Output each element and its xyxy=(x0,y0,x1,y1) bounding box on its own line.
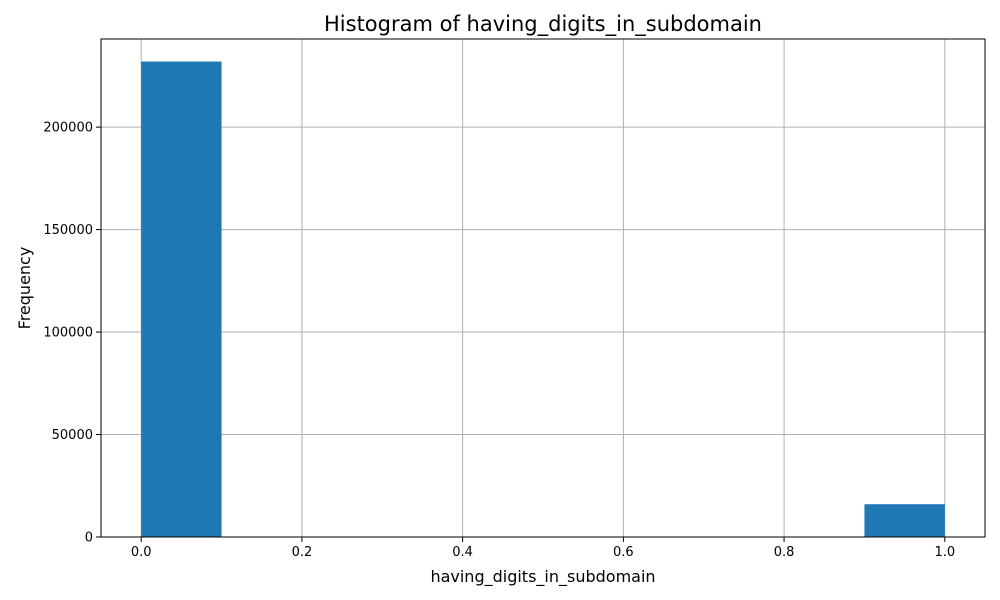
x-axis-label: having_digits_in_subdomain xyxy=(430,567,655,587)
x-tick-label: 1.0 xyxy=(934,545,955,560)
y-axis-label: Frequency xyxy=(15,247,34,330)
x-tick-label: 0.2 xyxy=(292,545,313,560)
histogram-bar xyxy=(864,504,945,537)
y-tick-label: 0 xyxy=(85,531,93,546)
histogram-bars xyxy=(141,61,945,537)
grid-lines xyxy=(101,39,985,538)
y-tick-label: 100000 xyxy=(43,326,93,341)
x-tick-label: 0.8 xyxy=(774,545,795,560)
x-tick-label: 0.6 xyxy=(613,545,634,560)
y-tick-label: 50000 xyxy=(52,428,93,443)
chart-title: Histogram of having_digits_in_subdomain xyxy=(324,12,762,37)
x-axis-ticks: 0.0 0.2 0.4 0.6 0.8 1.0 xyxy=(131,537,955,560)
histogram-bar xyxy=(141,61,222,537)
y-tick-label: 200000 xyxy=(43,121,93,136)
x-tick-label: 0.0 xyxy=(131,545,152,560)
plot-frame xyxy=(100,38,986,538)
x-tick-label: 0.4 xyxy=(452,545,473,560)
y-axis-ticks: 0 50000 100000 150000 200000 xyxy=(43,121,101,546)
y-tick-label: 150000 xyxy=(43,223,93,238)
